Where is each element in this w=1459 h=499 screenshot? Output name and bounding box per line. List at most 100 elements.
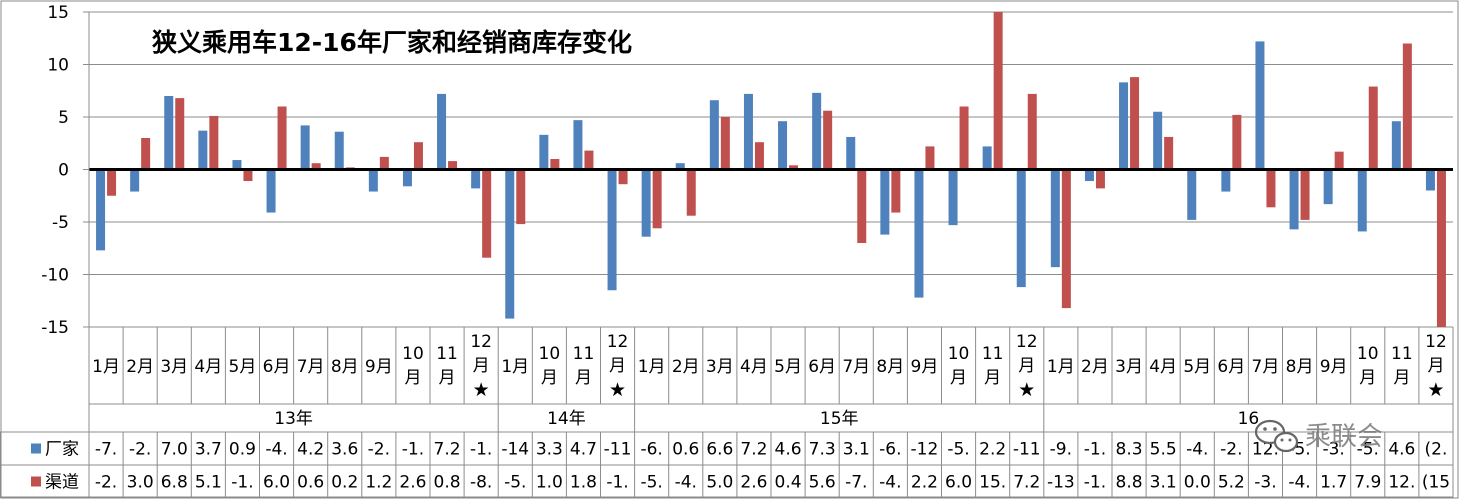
table-value: 5.6 — [809, 473, 836, 493]
bar-manufacturer — [573, 120, 583, 170]
bar-channel — [1266, 169, 1276, 208]
bar-channel — [1061, 169, 1071, 309]
table-value: 1.0 — [536, 473, 563, 493]
bar-manufacturer — [709, 100, 719, 170]
bar-manufacturer — [607, 169, 617, 291]
bar-manufacturer — [164, 96, 174, 170]
bar-channel — [311, 163, 321, 170]
group-label: 14年 — [547, 409, 586, 429]
table-value: -4. — [675, 473, 697, 493]
bar-manufacturer — [402, 169, 412, 187]
category-star: ★ — [1427, 379, 1444, 401]
bar-channel — [754, 142, 764, 170]
bar-manufacturer — [1050, 169, 1060, 268]
table-value: -4. — [1288, 473, 1310, 493]
table-value: 12. — [1388, 473, 1415, 493]
category-label: 10 — [539, 344, 561, 364]
table-value: 12. — [1252, 440, 1279, 460]
bar-channel — [141, 138, 151, 170]
category-label: 2月 — [672, 357, 700, 377]
bar-manufacturer — [1153, 111, 1163, 170]
category-label: 8月 — [1286, 357, 1314, 377]
bar-channel — [448, 161, 458, 170]
table-value: -2. — [368, 440, 390, 460]
table-value: -7. — [845, 473, 867, 493]
bar-manufacturer — [1289, 169, 1299, 230]
table-value: -2. — [1220, 440, 1242, 460]
table-value: -11 — [604, 440, 632, 460]
bar-channel — [413, 142, 423, 170]
watermark-text: 乘联会 — [1305, 422, 1383, 452]
bar-channel — [686, 169, 696, 216]
category-label: 月 — [984, 368, 1001, 388]
y-axis: 15 10 5 0 -5 -10 -15 — [41, 3, 90, 338]
category-label: 月 — [473, 356, 490, 376]
table-value: 15. — [979, 473, 1006, 493]
category-label: 月 — [1393, 368, 1410, 388]
table-value: 2.2 — [979, 440, 1006, 460]
table-value: -5. — [1357, 440, 1379, 460]
category-label: 1月 — [638, 357, 666, 377]
watermark: 乘联会 — [1254, 419, 1383, 453]
table-value: -4. — [1186, 440, 1208, 460]
bar-manufacturer — [368, 169, 378, 192]
table-value: 5.0 — [706, 473, 733, 493]
category-label: 7月 — [297, 357, 325, 377]
bar-manufacturer — [1255, 41, 1265, 170]
bar-manufacturer — [1084, 169, 1094, 182]
category-label: 6月 — [263, 357, 291, 377]
table-value: 6.8 — [161, 473, 188, 493]
bar-channel — [209, 115, 219, 170]
table-value: 3.0 — [127, 473, 154, 493]
table-value: -3. — [1254, 473, 1276, 493]
table-value: 7.9 — [1354, 473, 1381, 493]
y-tick-label: -15 — [41, 318, 69, 338]
bar-channel — [482, 169, 492, 258]
bar-channel — [277, 106, 287, 170]
y-tick-label: 5 — [58, 108, 69, 128]
category-label: 10 — [1357, 344, 1379, 364]
table-value: -4. — [879, 473, 901, 493]
legend-swatch — [31, 443, 41, 454]
category-label: 1月 — [1047, 357, 1075, 377]
table-value: 0.9 — [229, 440, 256, 460]
bar-manufacturer — [334, 131, 344, 170]
category-label: 月 — [439, 368, 456, 388]
category-label: 月 — [541, 368, 558, 388]
category-label: 4月 — [740, 357, 768, 377]
category-label: 月 — [1359, 368, 1376, 388]
table-value: 0.8 — [434, 473, 461, 493]
table-value: -12 — [911, 440, 939, 460]
bar-manufacturer — [130, 169, 140, 192]
table-value: 5.2 — [1218, 473, 1245, 493]
table-value: 0.0 — [1184, 473, 1211, 493]
category-label: 1月 — [501, 357, 529, 377]
table-value: 3.3 — [536, 440, 563, 460]
category-label: 1月 — [92, 357, 120, 377]
legend-swatch — [31, 476, 41, 487]
bar-manufacturer — [1187, 169, 1197, 220]
table-value: 0.2 — [331, 473, 358, 493]
bar-manufacturer — [505, 169, 515, 319]
bar-channel — [1027, 93, 1037, 170]
table-value: 1.8 — [570, 473, 597, 493]
bar-channel — [1334, 151, 1344, 170]
category-label: 月 — [950, 368, 967, 388]
table-value: -3. — [1322, 440, 1344, 460]
category-label: 月 — [609, 356, 626, 376]
table-value: 5.5 — [1150, 440, 1177, 460]
bar-channel — [516, 169, 526, 225]
bar-channel — [550, 159, 560, 170]
bar-channel — [1130, 77, 1140, 170]
bar-manufacturer — [778, 121, 788, 170]
category-label: 7月 — [1252, 357, 1280, 377]
category-label: 2月 — [1081, 357, 1109, 377]
bar-manufacturer — [914, 169, 924, 298]
category-label: 9月 — [911, 357, 939, 377]
bar-manufacturer — [641, 169, 651, 237]
table-value: -5. — [640, 473, 662, 493]
wechat-icon — [1254, 419, 1299, 453]
category-label: 7月 — [842, 357, 870, 377]
table-value: 3.1 — [843, 440, 870, 460]
table-value: 2.2 — [911, 473, 938, 493]
